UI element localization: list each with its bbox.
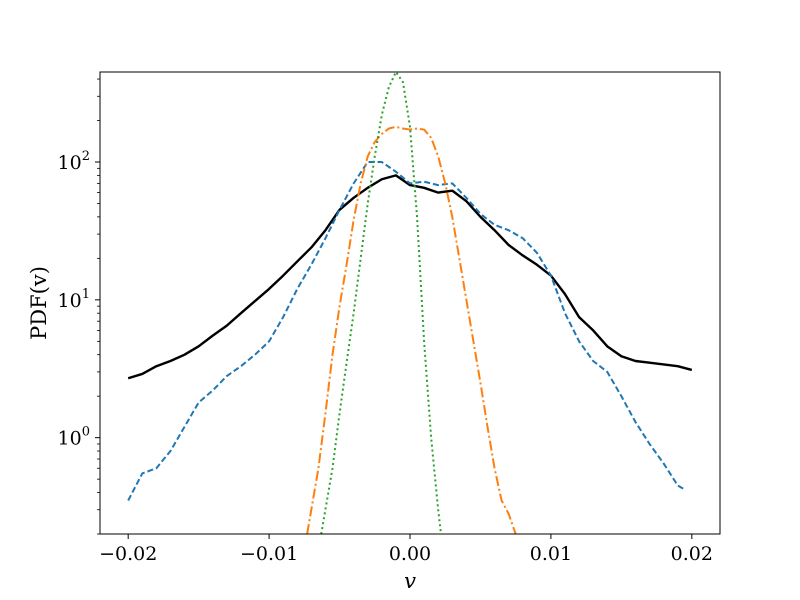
x-tick-label: −0.01	[240, 543, 298, 565]
series-line-2	[127, 161, 686, 501]
plot-frame	[99, 71, 721, 535]
y-tick-label: 102	[58, 149, 90, 174]
x-tick-label: 0.01	[530, 543, 572, 565]
series-layer	[127, 72, 693, 534]
series-line-1	[127, 174, 693, 380]
x-tick-label: −0.02	[99, 543, 157, 565]
y-tick-label: 101	[58, 287, 90, 312]
y-axis: 100 101 102	[58, 78, 100, 535]
series-line-4	[320, 72, 442, 534]
x-axis: −0.02 −0.01 0.00 0.01 0.02	[99, 534, 713, 565]
x-tick-label: 0.00	[389, 543, 431, 565]
series-line-3	[306, 125, 517, 534]
y-axis-label: PDF(v)	[27, 266, 51, 340]
x-tick-label: 0.02	[671, 543, 713, 565]
y-tick-label: 100	[58, 425, 90, 450]
x-axis-label: v	[404, 569, 416, 593]
